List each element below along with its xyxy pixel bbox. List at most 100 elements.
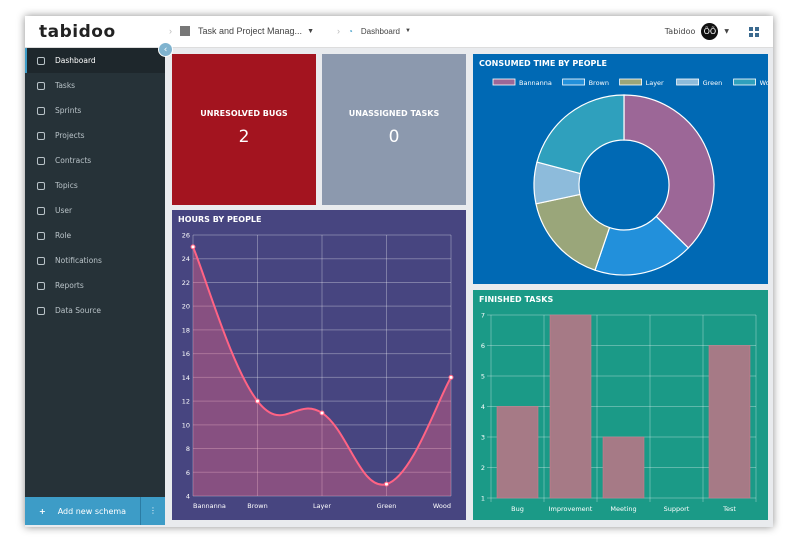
x-tick-label: Improvement [549,505,593,513]
chevron-down-icon[interactable]: ▼ [724,28,729,35]
hours-by-people-card: HOURS BY PEOPLE 4 6 8 10 12 14 16 18 20 22 24 26 Ban… [172,210,466,520]
sidebar-item-label: Data Source [55,306,102,315]
app-window: tabidoo › Task and Project Manag... ▼ › ◔ Da… [25,16,778,527]
y-tick-label: 12 [182,398,190,406]
y-tick-label: 14 [182,374,190,382]
y-tick-label: 4 [186,493,190,501]
data-point [190,244,196,250]
chevron-down-icon: ▼ [404,28,411,34]
x-tick-label: Test [722,505,736,513]
sidebar-item-role[interactable]: Role [25,223,165,248]
sidebar-item-reports[interactable]: Reports [25,273,165,298]
sidebar-item-notifications[interactable]: Notifications [25,248,165,273]
y-tick-label: 4 [481,403,485,411]
y-tick-label: 26 [182,232,190,240]
logo[interactable]: tabidoo [39,22,116,42]
plus-icon: + [39,506,46,516]
sidebar-item-label: Contracts [55,156,92,165]
legend-swatch [733,78,757,86]
breadcrumb-page[interactable]: › ◔ Dashboard ▼ [337,26,411,36]
y-tick-label: 3 [481,434,485,442]
y-tick-label: 24 [182,255,190,263]
x-tick-label: Layer [313,502,331,510]
sidebar-item-user[interactable]: User [25,198,165,223]
add-new-schema-button[interactable]: + Add new schema ⋮ [25,497,165,525]
donut-slice [536,94,625,175]
sidebar-item-label: Notifications [55,256,102,265]
breadcrumb-app[interactable]: › Task and Project Manag... ▼ [169,26,314,36]
more-options-button[interactable]: ⋮ [140,497,165,525]
legend-swatch [619,78,643,86]
sidebar-item-label: Dashboard [55,56,96,65]
y-tick-label: 6 [481,342,485,350]
chart-title: FINISHED TASKS [479,295,554,304]
bar [708,345,751,499]
data-point [384,481,389,487]
eye-icon [37,256,45,265]
users-icon [37,231,45,240]
bar [496,406,539,499]
sidebar-item-topics[interactable]: Topics [25,173,165,198]
hours-line-chart: 4 6 8 10 12 14 16 18 20 22 24 26 Bannanna Brown Layer G… [182,232,454,510]
card-label: UNASSIGNED TASKS [348,109,440,118]
apps-grid-icon[interactable] [749,26,759,37]
card-label: UNRESOLVED BUGS [200,109,288,118]
sidebar-item-label: Projects [55,131,85,140]
sidebar-item-label: User [55,206,73,215]
chart-title: CONSUMED TIME BY PEOPLE [479,59,607,68]
finished-tasks-card: FINISHED TASKS 1 2 3 4 5 6 7 Bug Improvement Meet… [473,290,768,520]
legend-label: Green [703,79,723,87]
sidebar: Dashboard Tasks Sprints Projects Contracts To… [25,48,165,497]
sidebar-item-contracts[interactable]: Contracts [25,148,165,173]
y-tick-label: 6 [186,469,190,477]
collapse-sidebar-button[interactable]: ‹ [158,42,173,57]
top-bar: tabidoo › Task and Project Manag... ▼ › ◔ Da… [25,16,773,48]
x-tick-label: Brown [247,502,267,510]
x-tick-label: Wood [433,502,451,510]
user-name[interactable]: Tabidoo [664,27,696,36]
sidebar-item-label: Reports [55,281,84,290]
sidebar-item-projects[interactable]: Projects [25,123,165,148]
y-tick-label: 5 [481,373,485,381]
list-icon [37,181,45,190]
gauge-icon: ◔ [348,26,353,36]
y-tick-label: 16 [182,350,190,358]
x-tick-label: Bannanna [193,502,226,510]
x-tick-label: Meeting [610,505,636,513]
sidebar-item-label: Topics [55,181,78,190]
bar [549,314,592,499]
y-tick-label: 1 [481,495,485,503]
sidebar-item-label: Tasks [55,81,76,90]
report-icon [37,281,45,290]
card-value: 0 [388,127,400,147]
sprint-icon [37,106,45,115]
avatar[interactable]: ÕÕ [701,23,719,40]
sidebar-item-data-source[interactable]: Data Source [25,298,165,323]
legend-swatch [492,78,516,86]
database-icon [37,306,45,315]
unresolved-bugs-card[interactable]: UNRESOLVED BUGS 2 [172,54,316,205]
sidebar-item-dashboard[interactable]: Dashboard [25,48,165,73]
y-tick-label: 20 [182,303,190,311]
chevron-down-icon: ▼ [307,27,314,35]
consumed-time-card: CONSUMED TIME BY PEOPLE Bannanna Brown Lay… [473,54,778,284]
projects-icon [37,131,45,140]
sidebar-item-sprints[interactable]: Sprints [25,98,165,123]
sidebar-item-label: Sprints [55,106,82,115]
x-tick-label: Green [377,502,397,510]
file-icon [37,81,45,90]
app-icon [180,26,190,36]
y-tick-label: 8 [186,445,190,453]
data-point [319,410,325,416]
sidebar-item-tasks[interactable]: Tasks [25,73,165,98]
y-tick-label: 7 [481,312,485,320]
user-icon [37,206,45,215]
legend-label: Brown [589,79,609,87]
donut-slice [623,94,715,249]
x-tick-label: Support [664,505,690,513]
chart-title: HOURS BY PEOPLE [178,215,262,224]
y-tick-label: 22 [182,279,190,287]
area-fill [193,246,451,496]
unassigned-tasks-card[interactable]: UNASSIGNED TASKS 0 [322,54,466,205]
data-point [255,398,260,404]
